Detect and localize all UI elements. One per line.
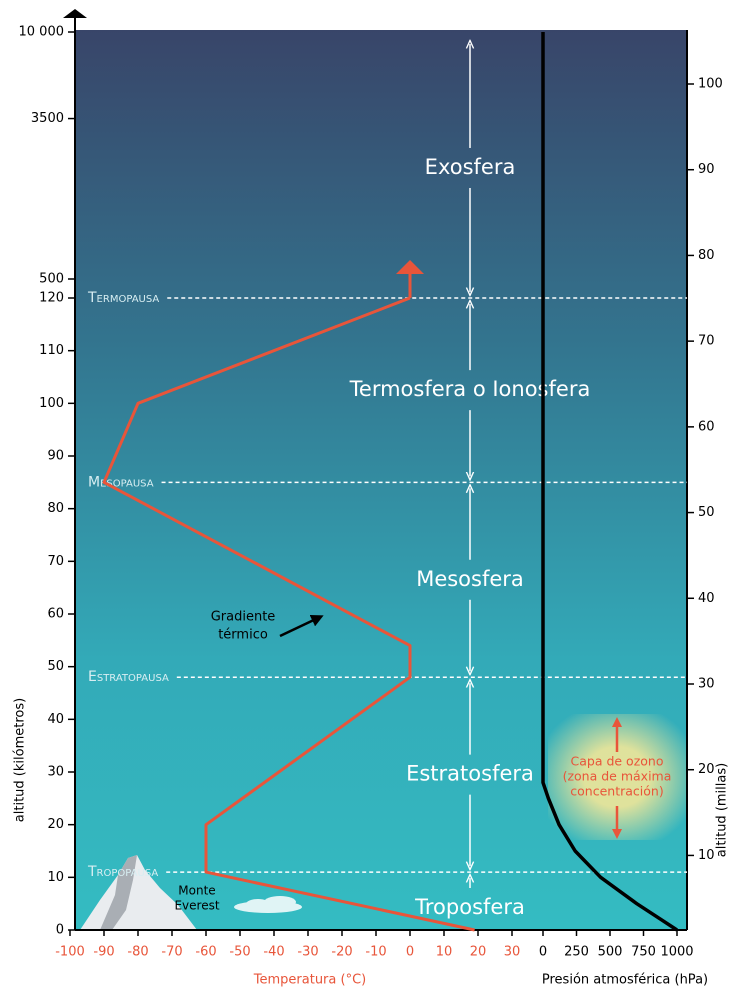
cloud: [234, 896, 302, 913]
temperature-tick-label: -20: [331, 945, 352, 960]
y-tick-label: 120: [39, 291, 64, 306]
y-tick-label: 0: [56, 923, 64, 938]
y-tick-label: 20: [47, 817, 64, 832]
y2-tick-label: 50: [698, 505, 715, 520]
temperature-tick-label: 0: [406, 945, 414, 960]
pressure-axis-title: Presión atmosférica (hPa): [542, 973, 708, 988]
y-tick-label: 10 000: [19, 25, 65, 40]
everest-label: Everest: [174, 899, 219, 913]
gradient-label: Gradiente: [211, 610, 276, 625]
layer-label: Troposfera: [414, 895, 525, 919]
temperature-tick-label: -100: [55, 945, 85, 960]
y2-tick-label: 90: [698, 162, 715, 177]
y-tick-label: 50: [47, 659, 64, 674]
y-tick-label: 80: [47, 501, 64, 516]
mountain-shade: [100, 855, 137, 930]
y-tick-label: 500: [39, 272, 64, 287]
y-tick-label: 100: [39, 396, 64, 411]
temperature-arrowhead: [396, 259, 424, 274]
temperature-tick-label: -10: [365, 945, 386, 960]
y2-tick-label: 60: [698, 419, 715, 434]
y2-tick-label: 80: [698, 248, 715, 263]
y2-tick-label: 40: [698, 591, 715, 606]
boundary-label: Tropopausa: [87, 864, 158, 880]
y2-tick-label: 70: [698, 334, 715, 349]
layer-label: Termosfera o Ionosfera: [349, 377, 591, 401]
y-tick-label: 70: [47, 554, 64, 569]
pressure-tick-label: 750: [631, 945, 656, 960]
y2-tick-label: 20: [698, 762, 715, 777]
y-tick-label: 10: [47, 870, 64, 885]
y-axis-arrow: [63, 9, 87, 18]
temperature-tick-label: -50: [229, 945, 250, 960]
y-axis-title: altitud (kilómetros): [13, 698, 28, 822]
temperature-tick-label: -70: [161, 945, 182, 960]
y-tick-label: 40: [47, 712, 64, 727]
pressure-tick-label: 0: [539, 945, 547, 960]
y2-tick-label: 30: [698, 677, 715, 692]
layer-label: Estratosfera: [406, 762, 534, 786]
layer-label: Exosfera: [425, 155, 516, 179]
y-tick-label: 90: [47, 449, 64, 464]
y-tick-label: 3500: [31, 111, 64, 126]
boundary-label: Termopausa: [87, 290, 159, 306]
y-tick-label: 60: [47, 607, 64, 622]
everest-label: Monte: [178, 884, 215, 898]
y-tick-label: 30: [47, 765, 64, 780]
gradient-arrow: [279, 615, 324, 638]
temperature-tick-label: 10: [436, 945, 453, 960]
temperature-tick-label: 30: [504, 945, 521, 960]
temperature-line: [102, 296, 475, 932]
temperature-axis-title: Temperatura (°C): [253, 973, 366, 988]
y2-tick-label: 100: [698, 77, 723, 92]
temperature-tick-label: -80: [127, 945, 148, 960]
boundary-label: Estratopausa: [88, 669, 169, 685]
ozone-label: concentración): [570, 784, 663, 799]
y-tick-label: 110: [39, 343, 64, 358]
pressure-line: [541, 32, 678, 932]
boundary-label: Mesopausa: [88, 474, 154, 490]
pressure-tick-label: 250: [564, 945, 589, 960]
pressure-tick-label: 1000: [660, 945, 693, 960]
y2-tick-label: 10: [698, 848, 715, 863]
y2-axis-title: altitud (millas): [715, 763, 730, 857]
temperature-tick-label: -30: [297, 945, 318, 960]
ozone-label: (zona de máxima: [563, 769, 672, 784]
temperature-tick-label: -40: [263, 945, 284, 960]
layer-label: Mesosfera: [416, 567, 524, 591]
gradient-label: térmico: [218, 628, 268, 643]
temperature-tick-label: -90: [93, 945, 114, 960]
ozone-label: Capa de ozono: [571, 754, 664, 769]
pressure-tick-label: 500: [598, 945, 623, 960]
temperature-tick-label: 20: [470, 945, 487, 960]
temperature-tick-label: -60: [195, 945, 216, 960]
